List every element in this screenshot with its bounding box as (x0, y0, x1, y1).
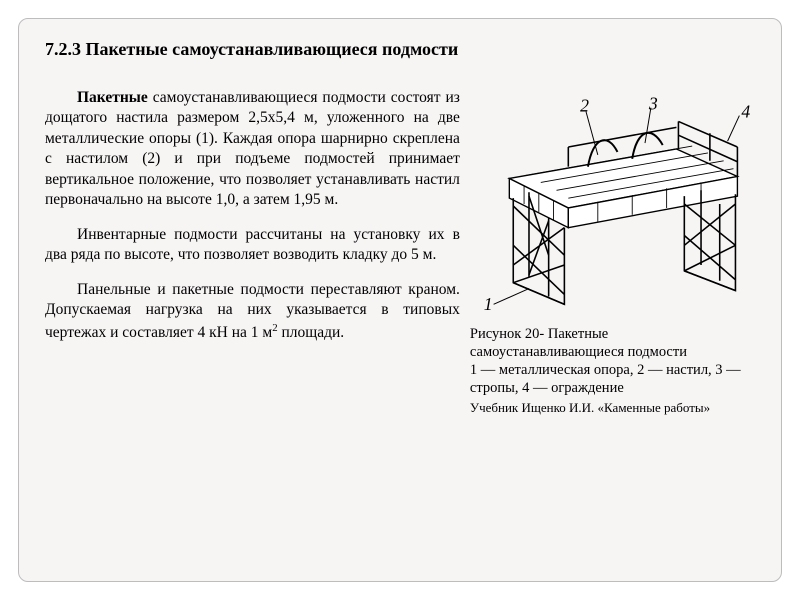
figure-column: 1 2 3 4 Рисунок 20- Пакетные самоустанав… (470, 88, 755, 416)
section-heading: 7.2.3 Пакетные самоустанавливающиеся под… (45, 39, 755, 60)
para1-rest: самоустанавливающиеся подмости состоят и… (45, 89, 460, 208)
paragraph-3: Панельные и пакетные подмости переставля… (45, 280, 460, 344)
scaffold-diagram: 1 2 3 4 (470, 96, 755, 316)
para3-b: площади. (278, 324, 345, 341)
para3-a: Панельные и пакетные подмости переставля… (45, 281, 460, 341)
fig-label-4: 4 (741, 102, 750, 122)
caption-legend: 1 — металлическая опора, 2 — настил, 3 —… (470, 361, 755, 397)
figure-caption: Рисунок 20- Пакетные самоустанавливающие… (470, 325, 755, 416)
caption-title: Рисунок 20- Пакетные самоустанавливающие… (470, 325, 755, 361)
content-row: Пакетные самоустанавливающиеся подмости … (45, 88, 755, 416)
fig-label-1: 1 (484, 294, 493, 314)
fig-label-2: 2 (580, 96, 589, 116)
para1-bold: Пакетные (77, 89, 148, 106)
slide-frame: 7.2.3 Пакетные самоустанавливающиеся под… (18, 18, 782, 582)
text-column: Пакетные самоустанавливающиеся подмости … (45, 88, 460, 416)
fig-label-3: 3 (648, 96, 658, 114)
paragraph-2: Инвентарные подмости рассчитаны на устан… (45, 225, 460, 266)
paragraph-1: Пакетные самоустанавливающиеся подмости … (45, 88, 460, 211)
caption-source: Учебник Ищенко И.И. «Каменные работы» (470, 400, 755, 416)
